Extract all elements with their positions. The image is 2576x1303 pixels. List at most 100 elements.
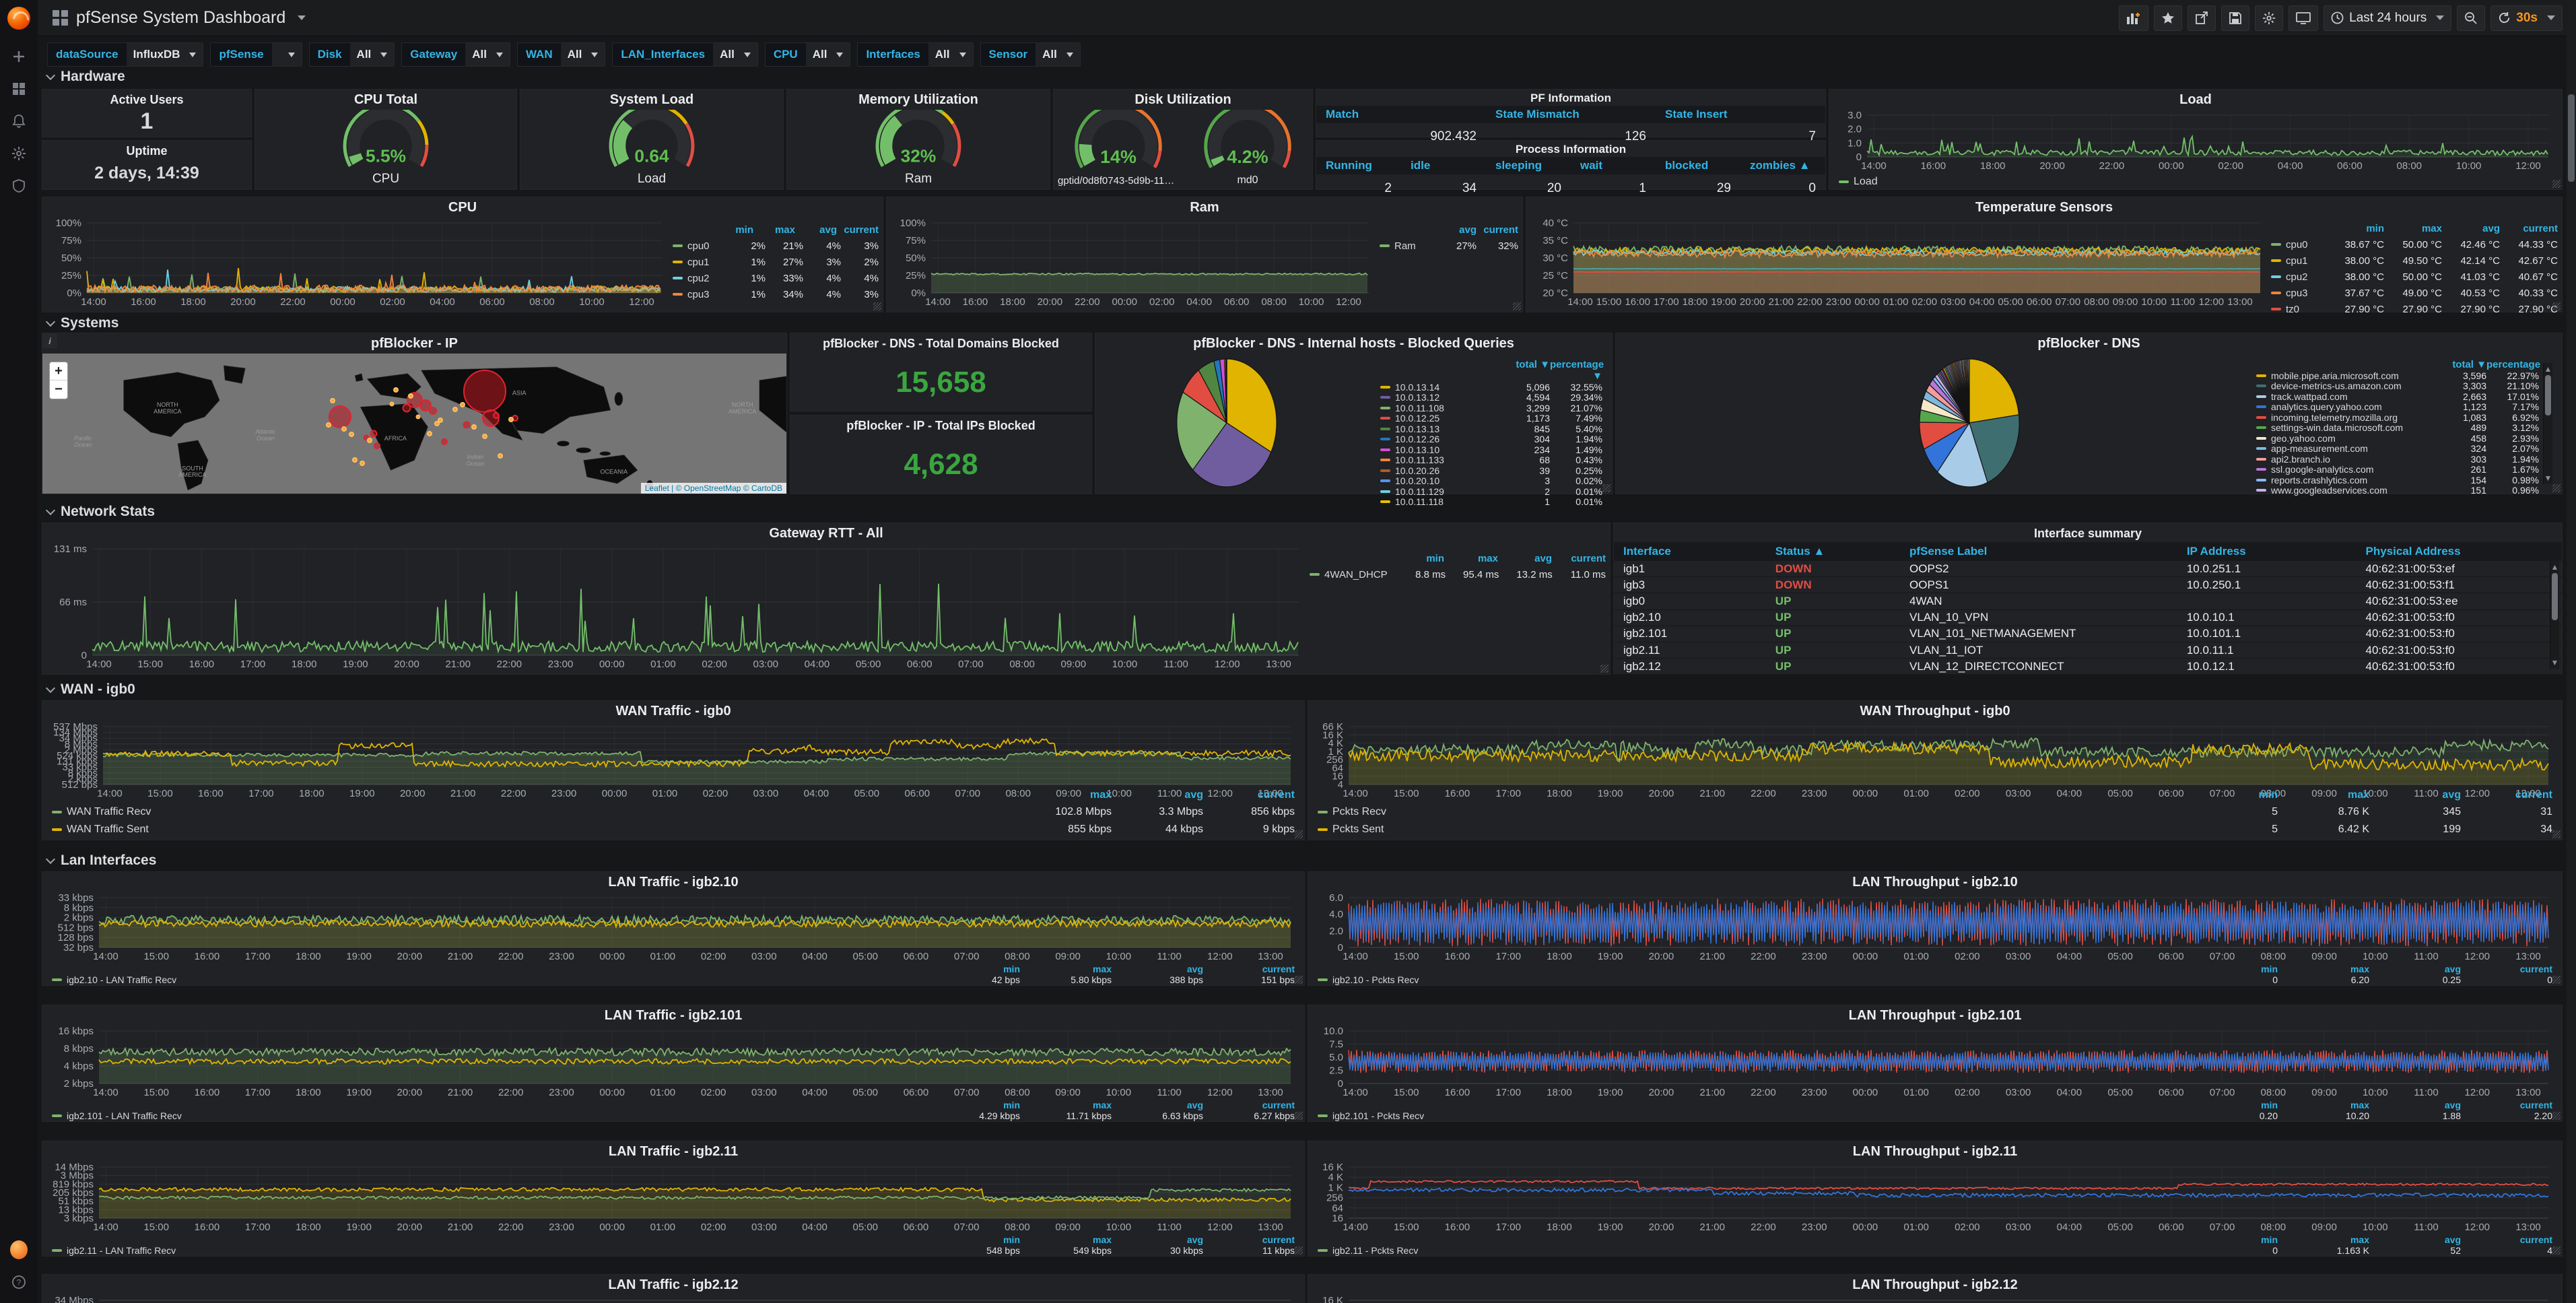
save-dashboard-button[interactable] xyxy=(2221,5,2250,31)
panel-title[interactable]: LAN Throughput - igb2.11 xyxy=(1852,1144,2018,1159)
panel-title[interactable]: pfBlocker - IP - Total IPs Blocked xyxy=(846,419,1036,432)
lan-traffic-igb2-101-chart[interactable]: 16 kbps 8 kbps 4 kbps 2 kbps 14:00 15:00 16:00… xyxy=(45,1026,1299,1100)
legend-series[interactable]: app-measurement.com xyxy=(2271,443,2368,455)
disk-gauge-md0[interactable]: 4.2% xyxy=(1183,102,1312,173)
map-marker[interactable] xyxy=(419,399,432,411)
map-marker[interactable] xyxy=(460,401,466,407)
resize-handle[interactable] xyxy=(1295,976,1303,984)
map-attribution[interactable]: Leaflet | © OpenStreetMap © CartoDB xyxy=(640,483,786,494)
map-marker[interactable] xyxy=(348,431,354,437)
map-marker[interactable] xyxy=(374,442,381,450)
legend-column[interactable]: current xyxy=(1262,964,1295,974)
variable-dropdown[interactable]: pfSense xyxy=(210,42,302,67)
column-header[interactable]: blocked xyxy=(1665,159,1709,172)
section-network-stats[interactable]: Network Stats xyxy=(45,504,155,520)
panel-title[interactable]: LAN Throughput - igb2.12 xyxy=(1852,1277,2018,1292)
legend-series[interactable]: api2.branch.io xyxy=(2271,453,2330,465)
legend-column[interactable]: avg xyxy=(1186,1100,1203,1110)
map-marker[interactable] xyxy=(438,417,444,423)
legend-series[interactable]: cpu2 xyxy=(2286,271,2308,283)
disk-gauge-gptid[interactable]: 14% xyxy=(1054,102,1183,173)
add-panel-button[interactable] xyxy=(2119,5,2149,31)
legend-series[interactable]: mobile.pipe.aria.microsoft.com xyxy=(2271,370,2399,381)
panel-title[interactable]: WAN Throughput - igb0 xyxy=(1860,704,2010,719)
variable-dropdown[interactable]: WAN All xyxy=(516,42,606,67)
legend-column[interactable]: min xyxy=(2261,964,2278,974)
map-marker[interactable] xyxy=(463,421,471,429)
map-marker[interactable] xyxy=(452,407,459,413)
column-header[interactable]: sleeping xyxy=(1495,159,1542,172)
legend-series[interactable]: tz0 xyxy=(2286,303,2300,315)
time-range-picker[interactable]: Last 24 hours xyxy=(2324,5,2452,31)
panel-title[interactable]: Gateway RTT - All xyxy=(769,526,883,541)
table-row[interactable]: igb2.11 UP VLAN_11_IOT 10.0.11.1 40:62:3… xyxy=(1614,642,2562,659)
panel-title[interactable]: Process Information xyxy=(1515,143,1627,156)
legend-scrollbar[interactable]: ▲ ▼ xyxy=(2543,363,2552,484)
section-hardware[interactable]: Hardware xyxy=(45,69,125,85)
map-marker[interactable] xyxy=(367,437,373,443)
resize-handle[interactable] xyxy=(2552,302,2561,310)
wan-traffic-chart[interactable]: 537 Mbps 134 Mbps 34 Mbps 8 Mbps 2 Mbps 524 k… xyxy=(45,721,1299,801)
legend-series[interactable]: Load xyxy=(1854,176,1878,187)
panel-title[interactable]: pfBlocker - DNS - Total Domains Blocked xyxy=(823,337,1059,350)
dashboard-title-menu[interactable]: pfSense System Dashboard xyxy=(53,8,306,28)
legend-series[interactable]: ssl.google-analytics.com xyxy=(2271,464,2374,475)
legend-column[interactable]: avg xyxy=(2444,1234,2461,1245)
legend-column[interactable]: max xyxy=(2350,1100,2369,1110)
variable-dropdown[interactable]: Interfaces All xyxy=(857,42,974,67)
panel-title[interactable]: CPU xyxy=(448,200,477,215)
gateway-rtt-chart[interactable]: 131 ms 66 ms 0 14:00 15:00 16:00 17:00 18:00 19:… xyxy=(45,543,1307,671)
resize-handle[interactable] xyxy=(2552,1246,2561,1255)
legend-column[interactable]: current xyxy=(2519,1100,2552,1110)
internal-hosts-pie[interactable] xyxy=(1116,355,1338,491)
map-marker[interactable] xyxy=(415,414,421,420)
world-map[interactable]: NORTH AMERICA SOUTH AMERICA AFRICA ASIA OCEA… xyxy=(42,354,786,494)
legend-column[interactable]: avg xyxy=(2444,1100,2461,1110)
legend-column[interactable]: min xyxy=(1003,1100,1020,1110)
legend-series[interactable]: Pckts Sent xyxy=(1332,824,1384,835)
legend-series[interactable]: 10.0.12.25 xyxy=(1395,413,1440,424)
panel-title[interactable]: PF Information xyxy=(1530,92,1611,104)
column-header[interactable]: zombies ▲ xyxy=(1750,159,1810,172)
column-header[interactable]: Physical Address xyxy=(2365,545,2461,558)
lan-traffic-igb2-12-chart[interactable]: 34 Mbps xyxy=(45,1295,1299,1303)
panel-title[interactable]: Uptime xyxy=(126,144,168,158)
legend-column[interactable]: min xyxy=(2261,1234,2278,1245)
resize-handle[interactable] xyxy=(1513,302,1521,310)
map-marker[interactable] xyxy=(482,433,488,439)
resize-handle[interactable] xyxy=(1295,1246,1303,1255)
legend-series[interactable]: geo.yahoo.com xyxy=(2271,432,2336,444)
variable-value[interactable]: All xyxy=(713,43,757,66)
column-header[interactable]: pfSense Label xyxy=(1909,545,1988,558)
legend-series[interactable]: cpu2 xyxy=(687,272,710,284)
variable-value[interactable]: All xyxy=(560,43,605,66)
plugins-shield-icon[interactable] xyxy=(10,177,28,195)
alerting-bell-icon[interactable] xyxy=(10,112,28,130)
legend-column[interactable]: max xyxy=(774,224,795,236)
resize-handle[interactable] xyxy=(1295,830,1303,838)
map-marker[interactable] xyxy=(329,405,351,428)
map-marker[interactable] xyxy=(402,403,411,413)
ram-chart[interactable]: 100% 75% 50% 25% 0% 14:00 16:00 18:00 20:00 22:00… xyxy=(889,218,1377,309)
map-marker[interactable] xyxy=(329,397,335,403)
column-header[interactable]: Status ▲ xyxy=(1775,545,1825,558)
legend-series[interactable]: igb2.101 - LAN Traffic Recv xyxy=(67,1110,182,1121)
memory-gauge[interactable]: 32% xyxy=(787,102,1050,172)
map-marker[interactable] xyxy=(352,457,358,463)
map-marker[interactable] xyxy=(508,416,514,422)
panel-title[interactable]: Memory Utilization xyxy=(858,92,978,107)
legend-series[interactable]: 10.0.13.12 xyxy=(1395,392,1440,403)
legend-series[interactable]: 10.0.13.14 xyxy=(1395,381,1440,393)
legend-column[interactable]: current xyxy=(1257,789,1295,801)
dns-pie[interactable] xyxy=(1858,355,2080,491)
legend-series[interactable]: cpu3 xyxy=(2286,287,2308,299)
legend-series[interactable]: WAN Traffic Recv xyxy=(67,806,151,817)
legend-column[interactable]: current xyxy=(2523,222,2558,234)
grafana-logo-icon[interactable] xyxy=(7,7,30,30)
map-marker[interactable] xyxy=(393,387,399,393)
legend-series[interactable]: www.googleadservices.com xyxy=(2271,485,2387,496)
table-row[interactable]: igb2.10 UP VLAN_10_VPN 10.0.10.1 40:62:3… xyxy=(1614,610,2562,626)
legend-series[interactable]: 10.0.11.129 xyxy=(1395,486,1444,497)
legend-series[interactable]: 10.0.11.108 xyxy=(1395,402,1444,413)
